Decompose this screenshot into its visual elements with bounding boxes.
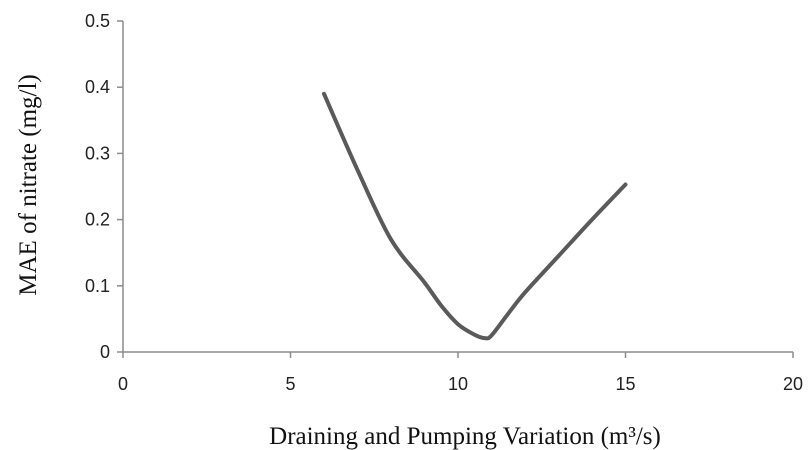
y-tick-label: 0.1 xyxy=(85,276,110,296)
y-tick-label: 0.4 xyxy=(85,77,110,97)
x-tick-label: 15 xyxy=(615,374,635,394)
x-tick-label: 0 xyxy=(118,374,128,394)
x-tick-label: 20 xyxy=(783,374,803,394)
y-axis-title: MAE of nitrate (mg/l) xyxy=(15,74,42,295)
x-tick-label: 10 xyxy=(448,374,468,394)
tick-labels: 0 0.1 0.2 0.3 0.4 0.5 0 5 10 15 20 xyxy=(85,11,803,394)
x-axis-title: Draining and Pumping Variation (m³/s) xyxy=(269,423,661,450)
x-tick-label: 5 xyxy=(285,374,295,394)
y-tick-label: 0.5 xyxy=(85,11,110,31)
series-group xyxy=(322,91,628,341)
tick-marks xyxy=(117,20,794,358)
series-line xyxy=(322,91,628,341)
y-tick-label: 0.2 xyxy=(85,210,110,230)
y-tick-label: 0 xyxy=(100,342,110,362)
y-tick-label: 0.3 xyxy=(85,143,110,163)
axes xyxy=(122,21,793,353)
